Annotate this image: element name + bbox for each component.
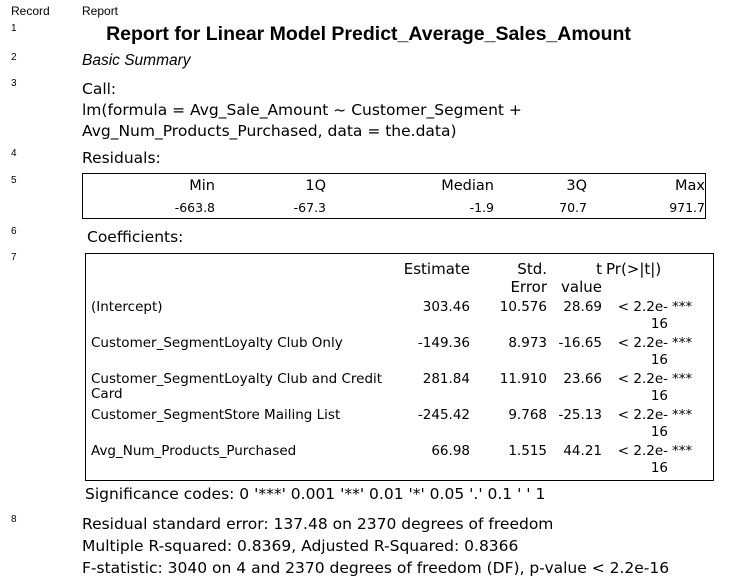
coefficient-std-error: 11.910 [499, 371, 547, 387]
significance-stars: *** [672, 335, 693, 351]
coefficient-t-value: 28.69 [563, 299, 602, 315]
record-number: 7 [11, 252, 17, 263]
coefficients-header-p-value: Pr(>|t|) [606, 260, 662, 278]
residuals-header: Median [441, 178, 494, 194]
record-number: 4 [11, 148, 17, 159]
coefficient-estimate: -149.36 [417, 335, 470, 351]
coefficient-p-value: 16 [650, 352, 668, 368]
residuals-value: -1.9 [469, 200, 494, 215]
residuals-header: 3Q [566, 178, 587, 194]
coefficients-header-std-error: Std. [517, 260, 547, 278]
record-number: 5 [11, 175, 17, 186]
coefficient-std-error: 10.576 [499, 299, 547, 315]
coefficients-header-t-value: value [561, 278, 602, 296]
coefficient-name: Card [91, 386, 123, 402]
coefficient-name: Avg_Num_Products_Purchased [91, 443, 297, 459]
residual-standard-error: Residual standard error: 137.48 on 2370 … [82, 515, 554, 533]
residuals-label: Residuals: [82, 149, 161, 167]
record-number: 1 [11, 23, 17, 34]
f-statistic: F-statistic: 3040 on 4 and 2370 degrees … [82, 559, 670, 577]
record-number: 8 [11, 514, 17, 525]
coefficient-p-value: 16 [650, 388, 668, 404]
coefficient-t-value: -16.65 [558, 335, 602, 351]
coefficient-p-value: < 2.2e- [617, 371, 668, 387]
call-formula-line: Avg_Num_Products_Purchased, data = the.d… [82, 122, 457, 140]
coefficient-estimate: -245.42 [417, 407, 470, 423]
coefficient-t-value: 23.66 [563, 371, 602, 387]
report-column-header: Report [82, 4, 119, 18]
coefficients-label: Coefficients: [87, 228, 184, 246]
coefficient-name: Customer_SegmentStore Mailing List [91, 407, 341, 423]
coefficient-t-value: 44.21 [563, 443, 602, 459]
coefficient-p-value: 16 [650, 460, 668, 476]
basic-summary-heading: Basic Summary [82, 52, 191, 69]
coefficient-estimate: 303.46 [422, 299, 470, 315]
coefficient-estimate: 281.84 [422, 371, 470, 387]
coefficient-name: Customer_SegmentLoyalty Club Only [91, 335, 343, 351]
significance-stars: *** [672, 443, 693, 459]
coefficient-name: (Intercept) [91, 299, 163, 315]
coefficient-std-error: 9.768 [508, 407, 547, 423]
coefficient-t-value: -25.13 [558, 407, 602, 423]
call-formula-line: lm(formula = Avg_Sale_Amount ~ Customer_… [82, 101, 522, 119]
coefficient-p-value: 16 [650, 316, 668, 332]
record-number: 2 [11, 52, 17, 63]
coefficient-p-value: < 2.2e- [617, 407, 668, 423]
coefficient-p-value: < 2.2e- [617, 443, 668, 459]
record-column-header: Record [11, 4, 50, 18]
coefficient-std-error: 8.973 [508, 335, 547, 351]
record-number: 6 [11, 226, 17, 237]
coefficients-header-std-error: Error [510, 278, 547, 296]
significance-codes: Significance codes: 0 '***' 0.001 '**' 0… [85, 485, 546, 503]
significance-stars: *** [672, 371, 693, 387]
coefficient-std-error: 1.515 [508, 443, 547, 459]
coefficients-table: Estimate Std. Error t value Pr(>|t|) (In… [85, 253, 714, 481]
record-number: 3 [11, 78, 17, 89]
residuals-header: Min [189, 178, 215, 194]
residuals-header: Max [675, 178, 705, 194]
coefficient-estimate: 66.98 [431, 443, 470, 459]
coefficients-header-estimate: Estimate [403, 260, 470, 278]
residuals-value: -67.3 [293, 200, 326, 215]
call-label: Call: [82, 80, 117, 98]
report-title: Report for Linear Model Predict_Average_… [106, 23, 631, 45]
residuals-table: Min 1Q Median 3Q Max -663.8 -67.3 -1.9 7… [82, 173, 706, 219]
significance-stars: *** [672, 299, 693, 315]
significance-stars: *** [672, 407, 693, 423]
residuals-value: 971.7 [669, 200, 705, 215]
coefficient-p-value: < 2.2e- [617, 335, 668, 351]
coefficient-name: Customer_SegmentLoyalty Club and Credit [91, 371, 383, 387]
coefficient-p-value: 16 [650, 424, 668, 440]
residuals-value: 70.7 [559, 200, 587, 215]
residuals-value: -663.8 [174, 200, 215, 215]
r-squared: Multiple R-squared: 0.8369, Adjusted R-S… [82, 537, 519, 555]
coefficient-p-value: < 2.2e- [617, 299, 668, 315]
residuals-header: 1Q [305, 178, 326, 194]
coefficients-header-t-value: t [596, 260, 602, 278]
